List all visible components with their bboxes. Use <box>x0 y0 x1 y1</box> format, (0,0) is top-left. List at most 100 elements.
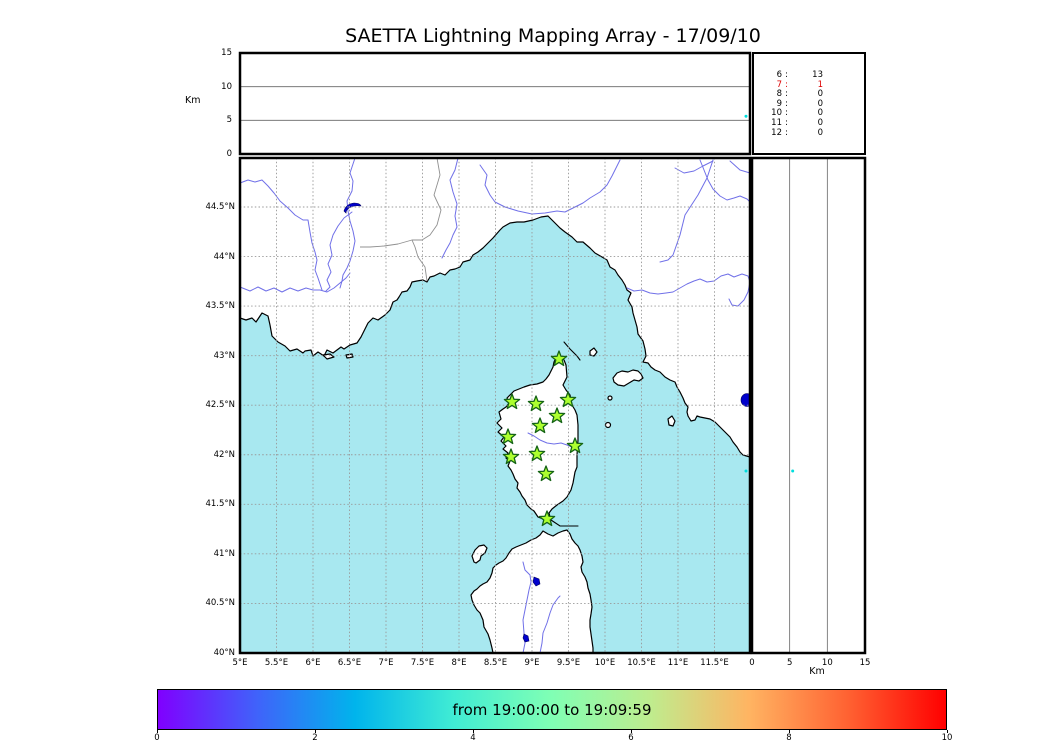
pianosa-island <box>607 395 613 401</box>
sardinia-lake-2 <box>522 633 530 643</box>
map-grid-layer <box>240 158 750 653</box>
km-tick-label: 5 <box>786 658 793 668</box>
source-count: 1 <box>817 79 823 90</box>
station-star-marker <box>503 393 521 410</box>
lightning-source-point <box>744 469 748 473</box>
lightning-source-point <box>744 114 748 118</box>
colorbar-tick-label: 6 <box>628 733 634 743</box>
sardinia-lake-1 <box>532 576 541 587</box>
colorbar-tick-label: 4 <box>470 733 476 743</box>
lon-tick-label: 8.5°E <box>483 658 508 668</box>
lat-tick-label: 41.5°N <box>205 499 235 510</box>
lat-tick-label: 42.5°N <box>205 400 235 411</box>
station-star-marker <box>531 417 549 434</box>
bonifacio-strait-line <box>550 519 579 527</box>
km-axis-label: Km <box>809 666 825 677</box>
altitude-axis-label: Km <box>185 95 201 106</box>
altitude-panel-content <box>240 86 750 121</box>
colorbar-tick-label: 0 <box>154 733 160 743</box>
station-number: 6 <box>776 70 782 80</box>
station-star-marker <box>548 407 566 424</box>
lon-tick-label: 10.5°E <box>627 658 656 668</box>
station-star-marker <box>499 428 517 445</box>
lon-tick-label: 9°E <box>524 658 540 668</box>
km-tick-label: 15 <box>859 658 871 668</box>
lat-tick-label: 41°N <box>213 548 235 559</box>
lon-tick-label: 5°E <box>232 658 248 668</box>
station-number: 11 <box>771 117 782 128</box>
station-number: 8 <box>776 89 782 100</box>
station-markers-layer <box>499 350 584 527</box>
lon-tick-label: 10°E <box>594 658 616 668</box>
river-layer <box>239 157 751 654</box>
station-count-row: 8: 0 <box>754 90 864 100</box>
lon-tick-label: 6°E <box>305 658 321 668</box>
capraia-island <box>589 347 598 357</box>
source-count: 0 <box>817 127 823 138</box>
lon-tick-label: 8°E <box>451 658 467 668</box>
altitude-tick-label: 0 <box>226 149 232 159</box>
altitude-tick-label: 15 <box>221 48 232 58</box>
colon-separator: : <box>785 98 788 109</box>
station-star-marker <box>550 350 568 367</box>
lat-tick-label: 40.5°N <box>205 598 235 609</box>
lat-tick-label: 43.5°N <box>205 301 235 312</box>
figure-title: SAETTA Lightning Mapping Array - 17/09/1… <box>345 25 761 47</box>
altitude-longitude-panel <box>238 51 752 156</box>
lightning-source-point <box>791 469 795 473</box>
continent-landmass <box>239 157 751 458</box>
map-panel-border <box>238 156 752 655</box>
station-number: 10 <box>771 108 782 119</box>
colorbar-label: from 19:00:00 to 19:09:59 <box>452 700 652 719</box>
lon-tick-label: 7.5°E <box>410 658 435 668</box>
station-star-marker <box>502 448 520 465</box>
source-count: 0 <box>817 98 823 109</box>
station-star-marker <box>559 391 577 408</box>
source-count: 0 <box>817 108 823 119</box>
colon-separator: : <box>785 89 788 100</box>
station-star-marker <box>537 465 555 482</box>
station-count-row: 9: 0 <box>754 98 864 110</box>
altitude-tick-label: 10 <box>221 81 232 92</box>
right-panel-content <box>789 158 828 653</box>
colorbar-tick-mark <box>157 730 158 733</box>
altitude-panel-background <box>240 53 750 154</box>
lon-tick-label: 6.5°E <box>337 658 362 668</box>
station-count-row: 10: 0 <box>754 109 864 119</box>
station-number: 7 <box>776 79 782 90</box>
lon-tick-label: 11.5°E <box>700 658 729 668</box>
colon-separator: : <box>785 127 788 138</box>
lat-tick-label: 44.5°N <box>205 202 235 212</box>
colorbar-tick-mark <box>473 730 474 733</box>
source-count: 0 <box>817 117 823 128</box>
altitude-latitude-panel <box>750 156 867 655</box>
giglio-island <box>667 415 676 427</box>
station-count-row: 6: 13 <box>754 70 864 81</box>
colorbar-tick-label: 8 <box>786 733 792 743</box>
montecristo-island <box>604 421 612 429</box>
lon-tick-label: 5.5°E <box>264 658 289 668</box>
alpine-lake <box>343 202 362 214</box>
colorbar-tick-mark <box>947 730 948 733</box>
source-count: 0 <box>817 89 823 100</box>
colon-separator: : <box>785 117 788 128</box>
asinara-island <box>471 544 488 564</box>
colorbar-tick-mark <box>631 730 632 733</box>
altitude-panel-border <box>238 51 752 156</box>
cap-corse-offshore-line <box>563 341 581 361</box>
colon-separator: : <box>785 79 788 90</box>
lon-tick-label: 9.5°E <box>556 658 581 668</box>
source-count: 13 <box>812 70 823 80</box>
right-panel-border <box>750 156 867 655</box>
lat-tick-label: 42°N <box>213 449 235 460</box>
lat-tick-label: 44°N <box>213 251 235 262</box>
lat-tick-label: 43°N <box>213 350 235 361</box>
colorbar-tick-mark <box>315 730 316 733</box>
elba-island <box>612 369 644 387</box>
admin-border-layer <box>360 157 442 282</box>
station-star-marker <box>566 437 584 454</box>
colorbar-tick-label: 10 <box>941 733 953 743</box>
km-tick-label: 0 <box>749 658 755 668</box>
colon-separator: : <box>785 108 788 119</box>
